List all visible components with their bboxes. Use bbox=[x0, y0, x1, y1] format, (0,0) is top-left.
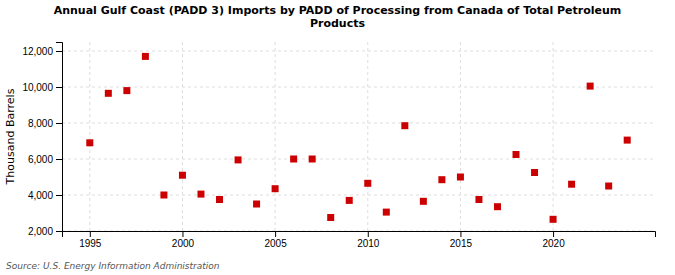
points bbox=[86, 53, 630, 223]
point bbox=[624, 137, 631, 144]
point bbox=[438, 176, 445, 183]
y-axis: 2,000 4,000 6,000 8,000 10,000 12,000 bbox=[22, 43, 62, 237]
tick: 2,000 bbox=[28, 226, 62, 237]
tick-mark bbox=[56, 51, 62, 52]
tick-mark bbox=[56, 87, 62, 88]
grid-line bbox=[89, 42, 90, 231]
tick: 2005 bbox=[264, 231, 287, 249]
y-axis-title: Thousand Barrels bbox=[4, 88, 17, 185]
tick: 2000 bbox=[172, 231, 195, 249]
grid bbox=[62, 42, 655, 231]
point bbox=[123, 87, 130, 94]
point bbox=[160, 192, 167, 199]
tick: 2010 bbox=[357, 231, 380, 249]
point bbox=[142, 53, 149, 60]
tick-mark bbox=[56, 159, 62, 160]
grid-line bbox=[460, 42, 461, 231]
point bbox=[550, 216, 557, 223]
tick: 12,000 bbox=[22, 46, 62, 57]
point bbox=[568, 181, 575, 188]
grid-line bbox=[62, 51, 655, 52]
point bbox=[235, 156, 242, 163]
tick-mark bbox=[182, 231, 183, 237]
point bbox=[475, 196, 482, 203]
point bbox=[531, 169, 538, 176]
point bbox=[179, 172, 186, 179]
tick: 2015 bbox=[450, 231, 473, 249]
point bbox=[86, 139, 93, 146]
point bbox=[327, 214, 334, 221]
tick-label: 8,000 bbox=[28, 118, 53, 129]
grid-line bbox=[275, 42, 276, 231]
point bbox=[272, 185, 279, 192]
tick-label: 2015 bbox=[450, 238, 473, 249]
tick-mark bbox=[275, 231, 276, 237]
tick-label: 2010 bbox=[357, 238, 380, 249]
tick-label: 6,000 bbox=[28, 154, 53, 165]
x-axis: 1995 2000 2005 2010 2015 2020 bbox=[63, 231, 656, 249]
tick: 1995 bbox=[79, 231, 102, 249]
tick-mark bbox=[460, 231, 461, 237]
tick: 8,000 bbox=[28, 118, 62, 129]
axis-line bbox=[56, 43, 63, 232]
grid-line bbox=[62, 195, 655, 196]
point bbox=[420, 198, 427, 205]
point bbox=[105, 90, 112, 97]
tick-label: 2,000 bbox=[28, 226, 53, 237]
tick-label: 4,000 bbox=[28, 190, 53, 201]
grid-line bbox=[367, 42, 368, 231]
grid-line bbox=[62, 87, 655, 88]
tick-mark bbox=[56, 195, 62, 196]
point bbox=[309, 156, 316, 163]
point bbox=[587, 83, 594, 90]
axis-line bbox=[63, 232, 656, 238]
tick-mark bbox=[56, 123, 62, 124]
point bbox=[401, 122, 408, 129]
chart: 1995 2000 2005 2010 2015 2020 2,000 4,000 6,000 8… bbox=[0, 0, 675, 275]
point bbox=[253, 201, 260, 208]
grid-line bbox=[62, 159, 655, 160]
point bbox=[605, 183, 612, 190]
tick-label: 10,000 bbox=[22, 82, 53, 93]
grid-line bbox=[182, 42, 183, 231]
tick-label: 1995 bbox=[79, 238, 102, 249]
plot-area: 1995 2000 2005 2010 2015 2020 2,000 4,000 6,000 8… bbox=[22, 42, 655, 249]
tick: 10,000 bbox=[22, 82, 62, 93]
title: Annual Gulf Coast (PADD 3) Imports by PA… bbox=[54, 4, 622, 30]
point bbox=[383, 209, 390, 216]
point bbox=[457, 174, 464, 181]
grid-line bbox=[553, 42, 554, 231]
point bbox=[197, 191, 204, 198]
tick-label: 12,000 bbox=[22, 46, 53, 57]
tick-mark bbox=[90, 231, 91, 237]
point bbox=[346, 197, 353, 204]
tick-label: 2005 bbox=[264, 238, 287, 249]
point bbox=[494, 203, 501, 210]
tick-label: 2020 bbox=[542, 238, 565, 249]
tick: 4,000 bbox=[28, 190, 62, 201]
grid-line bbox=[62, 123, 655, 124]
source-note: Source: U.S. Energy Information Administ… bbox=[6, 261, 220, 271]
point bbox=[513, 151, 520, 158]
tick-mark bbox=[553, 231, 554, 237]
tick: 2020 bbox=[542, 231, 565, 249]
tick-mark bbox=[368, 231, 369, 237]
tick-mark bbox=[56, 231, 62, 232]
point bbox=[364, 180, 371, 187]
point bbox=[216, 196, 223, 203]
tick-label: 2000 bbox=[172, 238, 195, 249]
point bbox=[290, 156, 297, 163]
tick: 6,000 bbox=[28, 154, 62, 165]
